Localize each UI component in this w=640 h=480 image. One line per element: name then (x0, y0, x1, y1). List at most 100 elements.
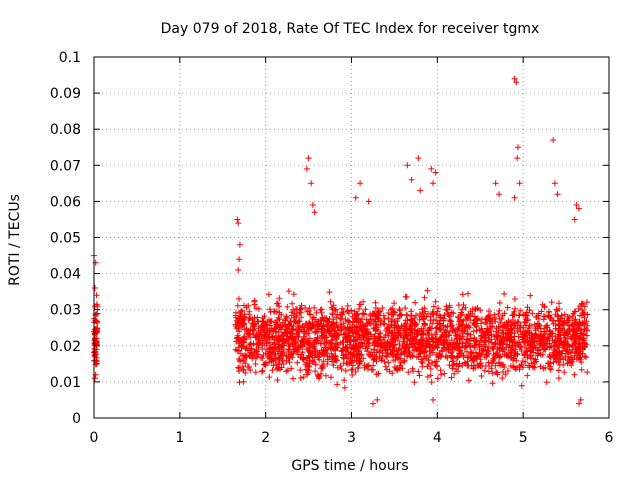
data-point (318, 370, 324, 377)
data-point (91, 375, 98, 382)
data-point (294, 331, 301, 338)
data-point (236, 379, 243, 386)
data-point (343, 344, 350, 351)
data-point (496, 300, 503, 306)
data-point (531, 335, 538, 342)
data-point (495, 360, 502, 367)
data-point (252, 355, 259, 361)
data-point (283, 368, 290, 375)
data-point (278, 364, 285, 371)
data-point (263, 329, 270, 336)
data-point (556, 306, 563, 312)
data-point (441, 344, 448, 351)
data-point (416, 311, 423, 317)
data-point (429, 309, 436, 315)
data-point (499, 312, 506, 319)
data-point (430, 316, 437, 323)
data-point (569, 313, 576, 319)
data-point (267, 306, 273, 313)
data-point (236, 357, 243, 364)
data-point (329, 311, 336, 318)
data-point (331, 327, 338, 334)
data-point (236, 356, 242, 362)
data-point (402, 344, 408, 351)
data-point (501, 290, 508, 297)
data-point (273, 332, 280, 339)
data-point (401, 358, 407, 365)
chart-title: Day 079 of 2018, Rate Of TEC Index for r… (161, 21, 540, 37)
data-point (270, 347, 277, 353)
data-point (472, 316, 479, 323)
data-point (253, 347, 260, 354)
data-point (333, 319, 340, 326)
data-point (329, 333, 336, 340)
data-point (447, 328, 453, 335)
data-point (235, 220, 242, 227)
data-point (396, 364, 403, 371)
data-point (567, 350, 574, 357)
data-point (294, 359, 301, 366)
data-point (232, 346, 239, 353)
data-point (404, 353, 410, 360)
data-point (235, 314, 242, 321)
data-point (235, 267, 242, 273)
data-point (411, 333, 418, 340)
data-point (516, 339, 523, 346)
data-point (424, 287, 431, 294)
data-point (552, 325, 559, 332)
data-point (456, 318, 463, 325)
data-point (367, 353, 374, 359)
data-point (318, 309, 325, 316)
data-point (251, 301, 258, 308)
data-point (398, 312, 405, 319)
data-point (325, 318, 332, 325)
data-point (554, 191, 561, 198)
data-point (372, 327, 379, 334)
data-point (422, 340, 429, 347)
data-point (387, 306, 394, 313)
data-point (238, 324, 245, 331)
data-point (418, 328, 425, 335)
data-point (398, 322, 405, 329)
data-point (577, 396, 584, 403)
data-point (520, 364, 527, 371)
data-point (459, 291, 466, 298)
data-point (514, 327, 521, 334)
data-point (409, 353, 416, 360)
data-point (278, 311, 285, 318)
data-point (556, 318, 563, 325)
data-point (320, 323, 327, 330)
data-point (518, 343, 525, 350)
data-point (307, 311, 314, 318)
data-point (523, 348, 530, 355)
data-point (412, 323, 419, 329)
data-point (345, 355, 351, 361)
data-point (322, 339, 329, 346)
data-point (416, 316, 423, 323)
data-point (471, 357, 478, 364)
data-point (411, 347, 418, 354)
data-point (526, 307, 533, 314)
x-axis-label: GPS time / hours (291, 458, 408, 474)
data-point (449, 344, 455, 351)
data-point (351, 316, 358, 322)
data-point (390, 357, 397, 364)
data-point (438, 347, 445, 354)
data-point (554, 313, 561, 320)
data-point (548, 299, 555, 306)
data-point (576, 400, 582, 407)
data-point (523, 322, 529, 329)
data-point (282, 330, 289, 336)
data-point (544, 340, 551, 347)
data-point (356, 305, 362, 312)
data-point (459, 343, 465, 350)
data-point (453, 341, 460, 347)
data-point (453, 354, 460, 361)
data-point (415, 155, 422, 162)
data-point (433, 311, 440, 318)
data-point (307, 349, 314, 356)
data-point (377, 308, 384, 315)
data-point (565, 328, 572, 334)
data-point (417, 338, 424, 345)
data-point (311, 304, 318, 311)
